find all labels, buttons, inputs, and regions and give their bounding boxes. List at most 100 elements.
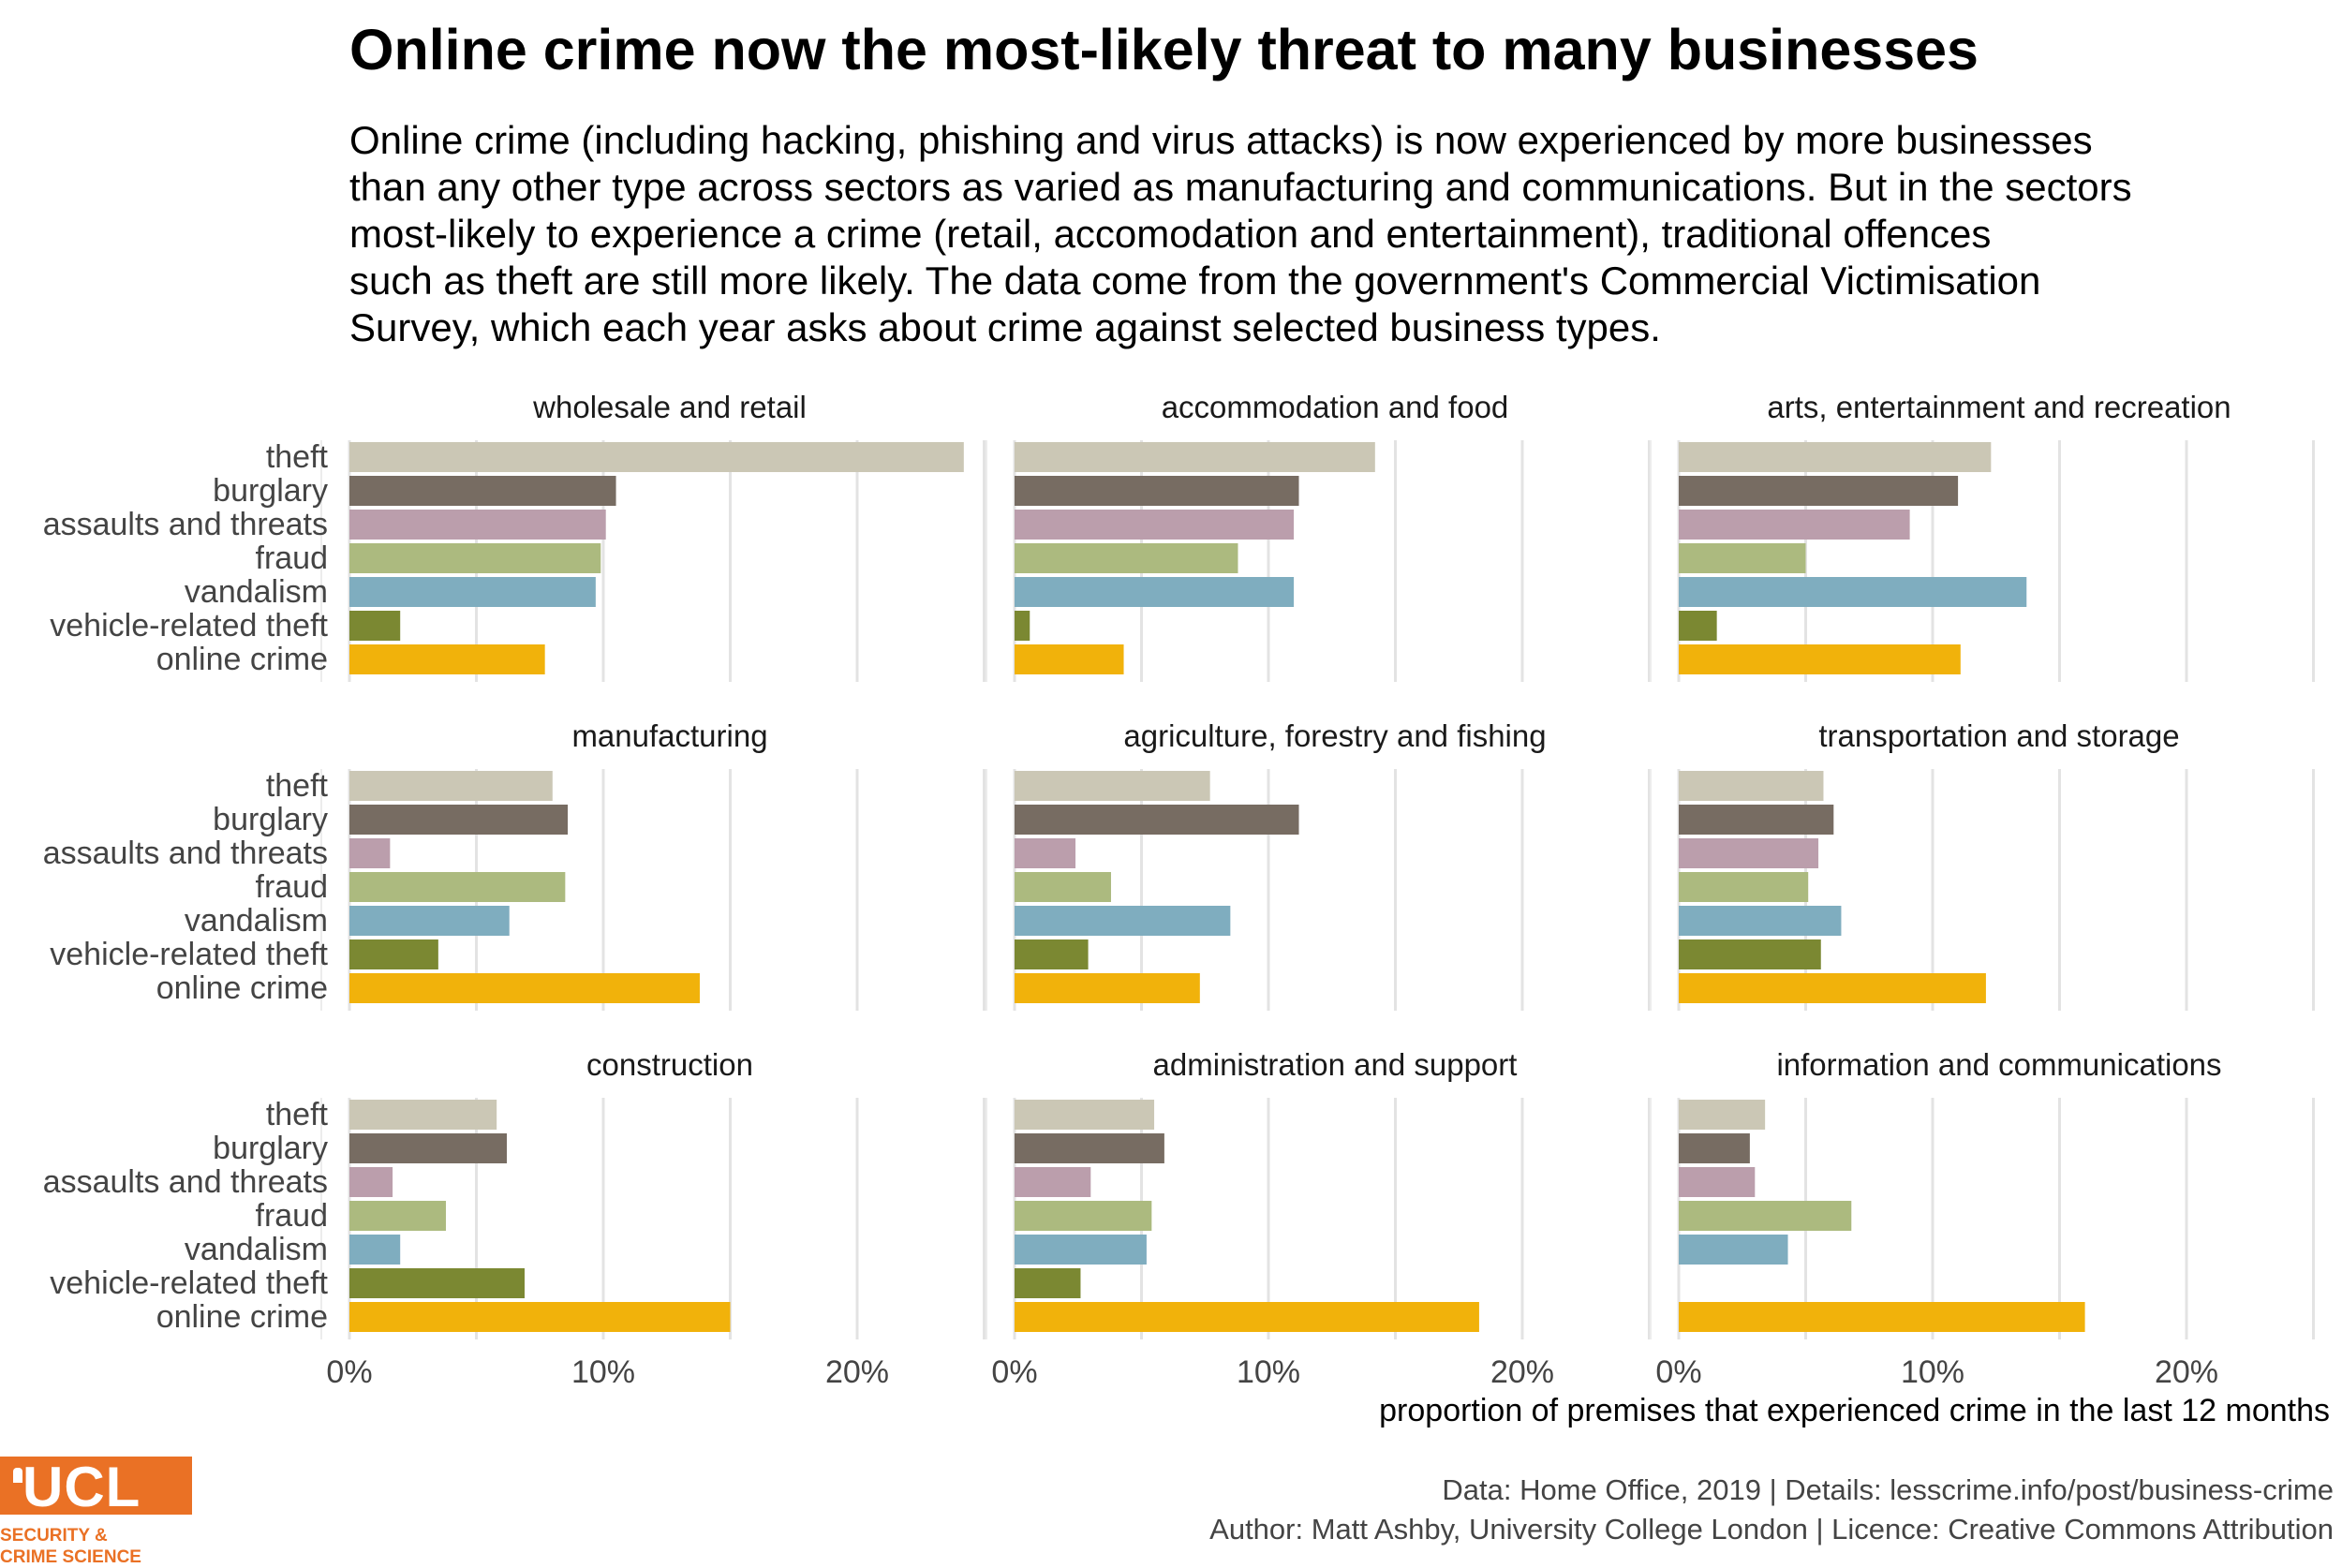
bar-fraud	[349, 1201, 446, 1231]
bar-vandalism	[1679, 906, 1842, 936]
category-label: assaults and threats	[43, 507, 328, 542]
category-label: burglary	[213, 473, 328, 509]
bar-fraud	[349, 543, 601, 573]
chart-subtitle: Online crime (including hacking, phishin…	[349, 117, 2317, 351]
x-tick-label: 10%	[571, 1354, 635, 1390]
bar-assaults-and-threats	[349, 510, 606, 540]
bar-online-crime	[349, 1302, 731, 1332]
bar-vandalism	[1015, 577, 1295, 607]
bar-burglary	[1679, 476, 1959, 506]
bar-online-crime	[1679, 1302, 2085, 1332]
panel-title: arts, entertainment and recreation	[1767, 390, 2231, 424]
x-tick-label: 0%	[991, 1354, 1037, 1390]
panel-title: construction	[586, 1047, 753, 1082]
ucl-logo-mark: UCL	[0, 1456, 192, 1518]
bar-online-crime	[349, 644, 545, 674]
category-label: fraud	[256, 1198, 329, 1234]
bar-burglary	[1015, 476, 1299, 506]
bar-online-crime	[1015, 973, 1200, 1003]
bar-vehicle-related-theft	[349, 1268, 525, 1298]
bar-burglary	[349, 1133, 508, 1163]
bar-vehicle-related-theft	[1015, 611, 1030, 641]
category-label: online crime	[156, 642, 328, 677]
bar-burglary	[349, 476, 616, 506]
category-label: fraud	[256, 869, 329, 905]
bar-vandalism	[1679, 577, 2027, 607]
subtitle-line: Online crime (including hacking, phishin…	[349, 118, 2093, 162]
category-label: vandalism	[185, 903, 328, 939]
bar-burglary	[1015, 1133, 1164, 1163]
bar-theft	[1679, 771, 1824, 801]
category-label: vehicle-related theft	[50, 608, 328, 643]
bar-vandalism	[349, 577, 596, 607]
category-label: theft	[266, 1097, 329, 1132]
category-label: online crime	[156, 970, 328, 1006]
panel-title: accommodation and food	[1162, 390, 1509, 424]
x-tick-label: 20%	[1490, 1354, 1554, 1390]
bar-online-crime	[349, 973, 700, 1003]
bar-theft	[1679, 442, 1992, 472]
ucl-logo-text: SECURITY & CRIME SCIENCE	[0, 1526, 141, 1567]
x-tick-label: 0%	[1655, 1354, 1701, 1390]
bar-vandalism	[349, 906, 510, 936]
bar-fraud	[1679, 1201, 1852, 1231]
caption-author: Author: Matt Ashby, University College L…	[1209, 1513, 2334, 1546]
panel-title: transportation and storage	[1818, 718, 2179, 753]
bar-fraud	[1015, 543, 1238, 573]
category-label: assaults and threats	[43, 836, 328, 871]
bar-assaults-and-threats	[1679, 1167, 1756, 1197]
category-label: theft	[266, 439, 329, 475]
subtitle-line: than any other type across sectors as va…	[349, 165, 2132, 209]
bar-vehicle-related-theft	[349, 611, 401, 641]
bar-online-crime	[1679, 644, 1961, 674]
bar-burglary	[1679, 805, 1834, 835]
bar-vandalism	[349, 1235, 401, 1265]
bar-assaults-and-threats	[1015, 838, 1076, 868]
panel-title: administration and support	[1153, 1047, 1518, 1082]
subtitle-line: such as theft are still more likely. The…	[349, 259, 2041, 303]
x-tick-label: 0%	[326, 1354, 372, 1390]
category-label: vehicle-related theft	[50, 937, 328, 972]
category-label: vehicle-related theft	[50, 1265, 328, 1301]
bar-theft	[349, 442, 964, 472]
subtitle-line: Survey, which each year asks about crime…	[349, 305, 1661, 349]
panel-title: manufacturing	[571, 718, 767, 753]
bar-vandalism	[1679, 1235, 1788, 1265]
bar-vandalism	[1015, 1235, 1147, 1265]
bar-theft	[1679, 1100, 1766, 1130]
bar-theft	[1015, 771, 1210, 801]
bar-fraud	[1015, 1201, 1152, 1231]
bar-online-crime	[1015, 1302, 1479, 1332]
bar-assaults-and-threats	[1015, 510, 1295, 540]
bar-vehicle-related-theft	[349, 939, 438, 969]
bar-theft	[349, 771, 553, 801]
x-tick-label: 20%	[2155, 1354, 2218, 1390]
category-label: vandalism	[185, 1232, 328, 1267]
category-label: online crime	[156, 1299, 328, 1335]
category-label: vandalism	[185, 574, 328, 610]
caption: Data: Home Office, 2019 | Details: lessc…	[1209, 1471, 2334, 1549]
bar-theft	[349, 1100, 497, 1130]
category-label: assaults and threats	[43, 1164, 328, 1200]
bar-burglary	[1015, 805, 1299, 835]
bar-vehicle-related-theft	[1015, 939, 1089, 969]
category-label: theft	[266, 768, 329, 804]
bar-assaults-and-threats	[349, 838, 391, 868]
bar-fraud	[1679, 543, 1806, 573]
panel-title: wholesale and retail	[532, 390, 807, 424]
bar-online-crime	[1679, 973, 1986, 1003]
panel-title: agriculture, forestry and fishing	[1123, 718, 1546, 753]
bar-assaults-and-threats	[1015, 1167, 1091, 1197]
bar-fraud	[1015, 872, 1111, 902]
bar-assaults-and-threats	[1679, 510, 1910, 540]
bar-online-crime	[1015, 644, 1124, 674]
x-axis-title: proportion of premises that experienced …	[1379, 1393, 2330, 1428]
bar-vehicle-related-theft	[1679, 939, 1821, 969]
bar-vandalism	[1015, 906, 1231, 936]
bar-fraud	[349, 872, 566, 902]
subtitle-line: most-likely to experience a crime (retai…	[349, 212, 1992, 256]
bar-assaults-and-threats	[1679, 838, 1819, 868]
category-label: fraud	[256, 540, 329, 576]
category-label: burglary	[213, 1131, 328, 1166]
bar-burglary	[349, 805, 569, 835]
